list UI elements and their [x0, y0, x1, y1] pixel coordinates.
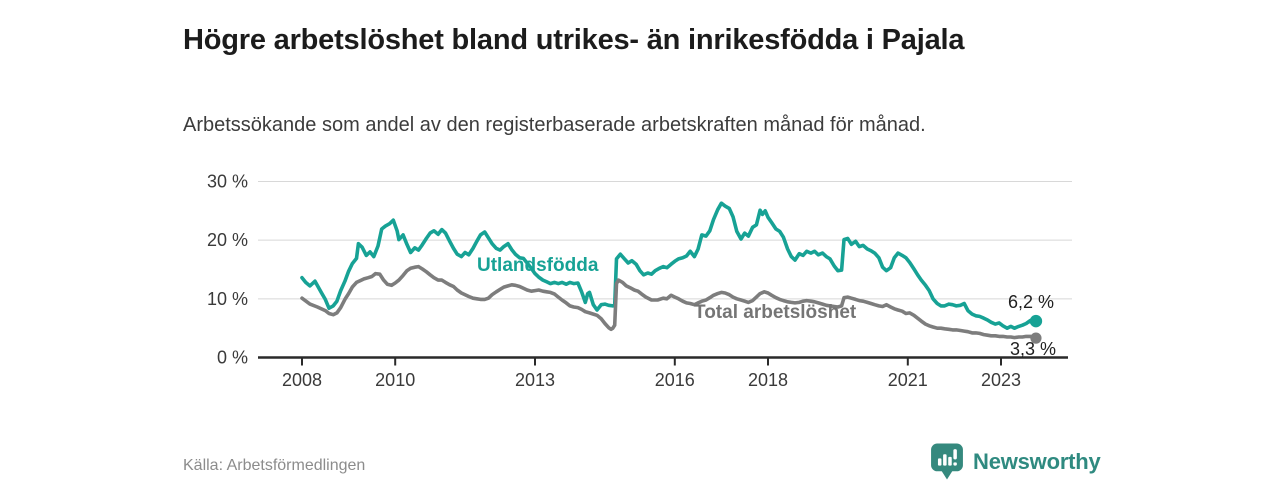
y-tick-label: 20 % [207, 230, 248, 250]
end-value-label-total: 3,3 % [1010, 339, 1057, 359]
y-tick-label: 0 % [217, 348, 248, 368]
x-tick-label: 2013 [515, 370, 555, 390]
source-note: Källa: Arbetsförmedlingen [183, 457, 366, 474]
series-line-utlandsfodda [300, 201, 1038, 331]
series-label-total-arbetsloshet: Total arbetslöshet [694, 302, 857, 323]
brand-logo: Newsworthy [930, 443, 1101, 480]
x-tick-label: 2023 [981, 370, 1021, 390]
x-tick-label: 2008 [282, 370, 322, 390]
series-label-utlandsfodda: Utlandsfödda [477, 255, 599, 276]
y-tick-label: 10 % [207, 289, 248, 309]
x-tick-label: 2021 [888, 370, 928, 390]
series-line-total [300, 264, 1038, 340]
x-tick-label: 2010 [375, 370, 415, 390]
page-title: Högre arbetslöshet bland utrikes- än inr… [183, 24, 965, 57]
series-end-dot-utlandsfodda [1029, 314, 1043, 328]
y-tick-label: 30 % [207, 171, 248, 191]
brand-name: Newsworthy [973, 448, 1101, 474]
series-end-dot-total [1030, 332, 1042, 344]
x-tick-label: 2016 [655, 370, 695, 390]
x-tick-label: 2018 [748, 370, 788, 390]
end-value-label-utlandsfodda: 6,2 % [1008, 292, 1055, 312]
newsworthy-barchart-bubble-icon [931, 443, 963, 480]
chart-subtitle: Arbetssökande som andel av den registerb… [183, 114, 926, 136]
